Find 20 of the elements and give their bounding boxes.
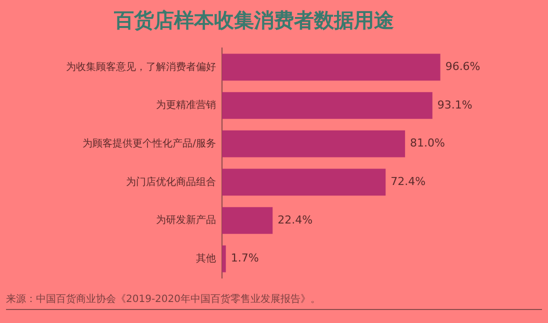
data-label: 96.6% — [445, 60, 480, 74]
source-note: 来源：中国百货商业协会《2019-2020年中国百货零售业发展报告》。 — [6, 292, 322, 306]
data-label: 72.4% — [390, 175, 426, 188]
bar — [222, 54, 440, 81]
data-label: 22.4% — [278, 213, 313, 226]
bar — [222, 245, 226, 272]
y-tick-label: 为顾客提供更个性化产品/服务 — [82, 137, 216, 150]
chart-title: 百货店样本收集消费者数据用途 — [113, 8, 394, 32]
bar — [222, 207, 273, 234]
data-label: 1.7% — [230, 252, 259, 265]
y-tick-label: 为收集顾客意见，了解消费者偏好 — [66, 60, 216, 73]
data-label: 93.1% — [437, 98, 472, 112]
bar — [222, 168, 386, 196]
bar — [222, 130, 406, 158]
y-tick-label: 为更精准营销 — [156, 99, 216, 112]
y-tick-label: 为门店优化商品组合 — [126, 176, 216, 188]
y-tick-label: 其他 — [196, 252, 216, 264]
data-label: 81.0% — [410, 136, 446, 150]
bar — [222, 92, 432, 119]
y-tick-label: 为研发新产品 — [156, 214, 216, 226]
